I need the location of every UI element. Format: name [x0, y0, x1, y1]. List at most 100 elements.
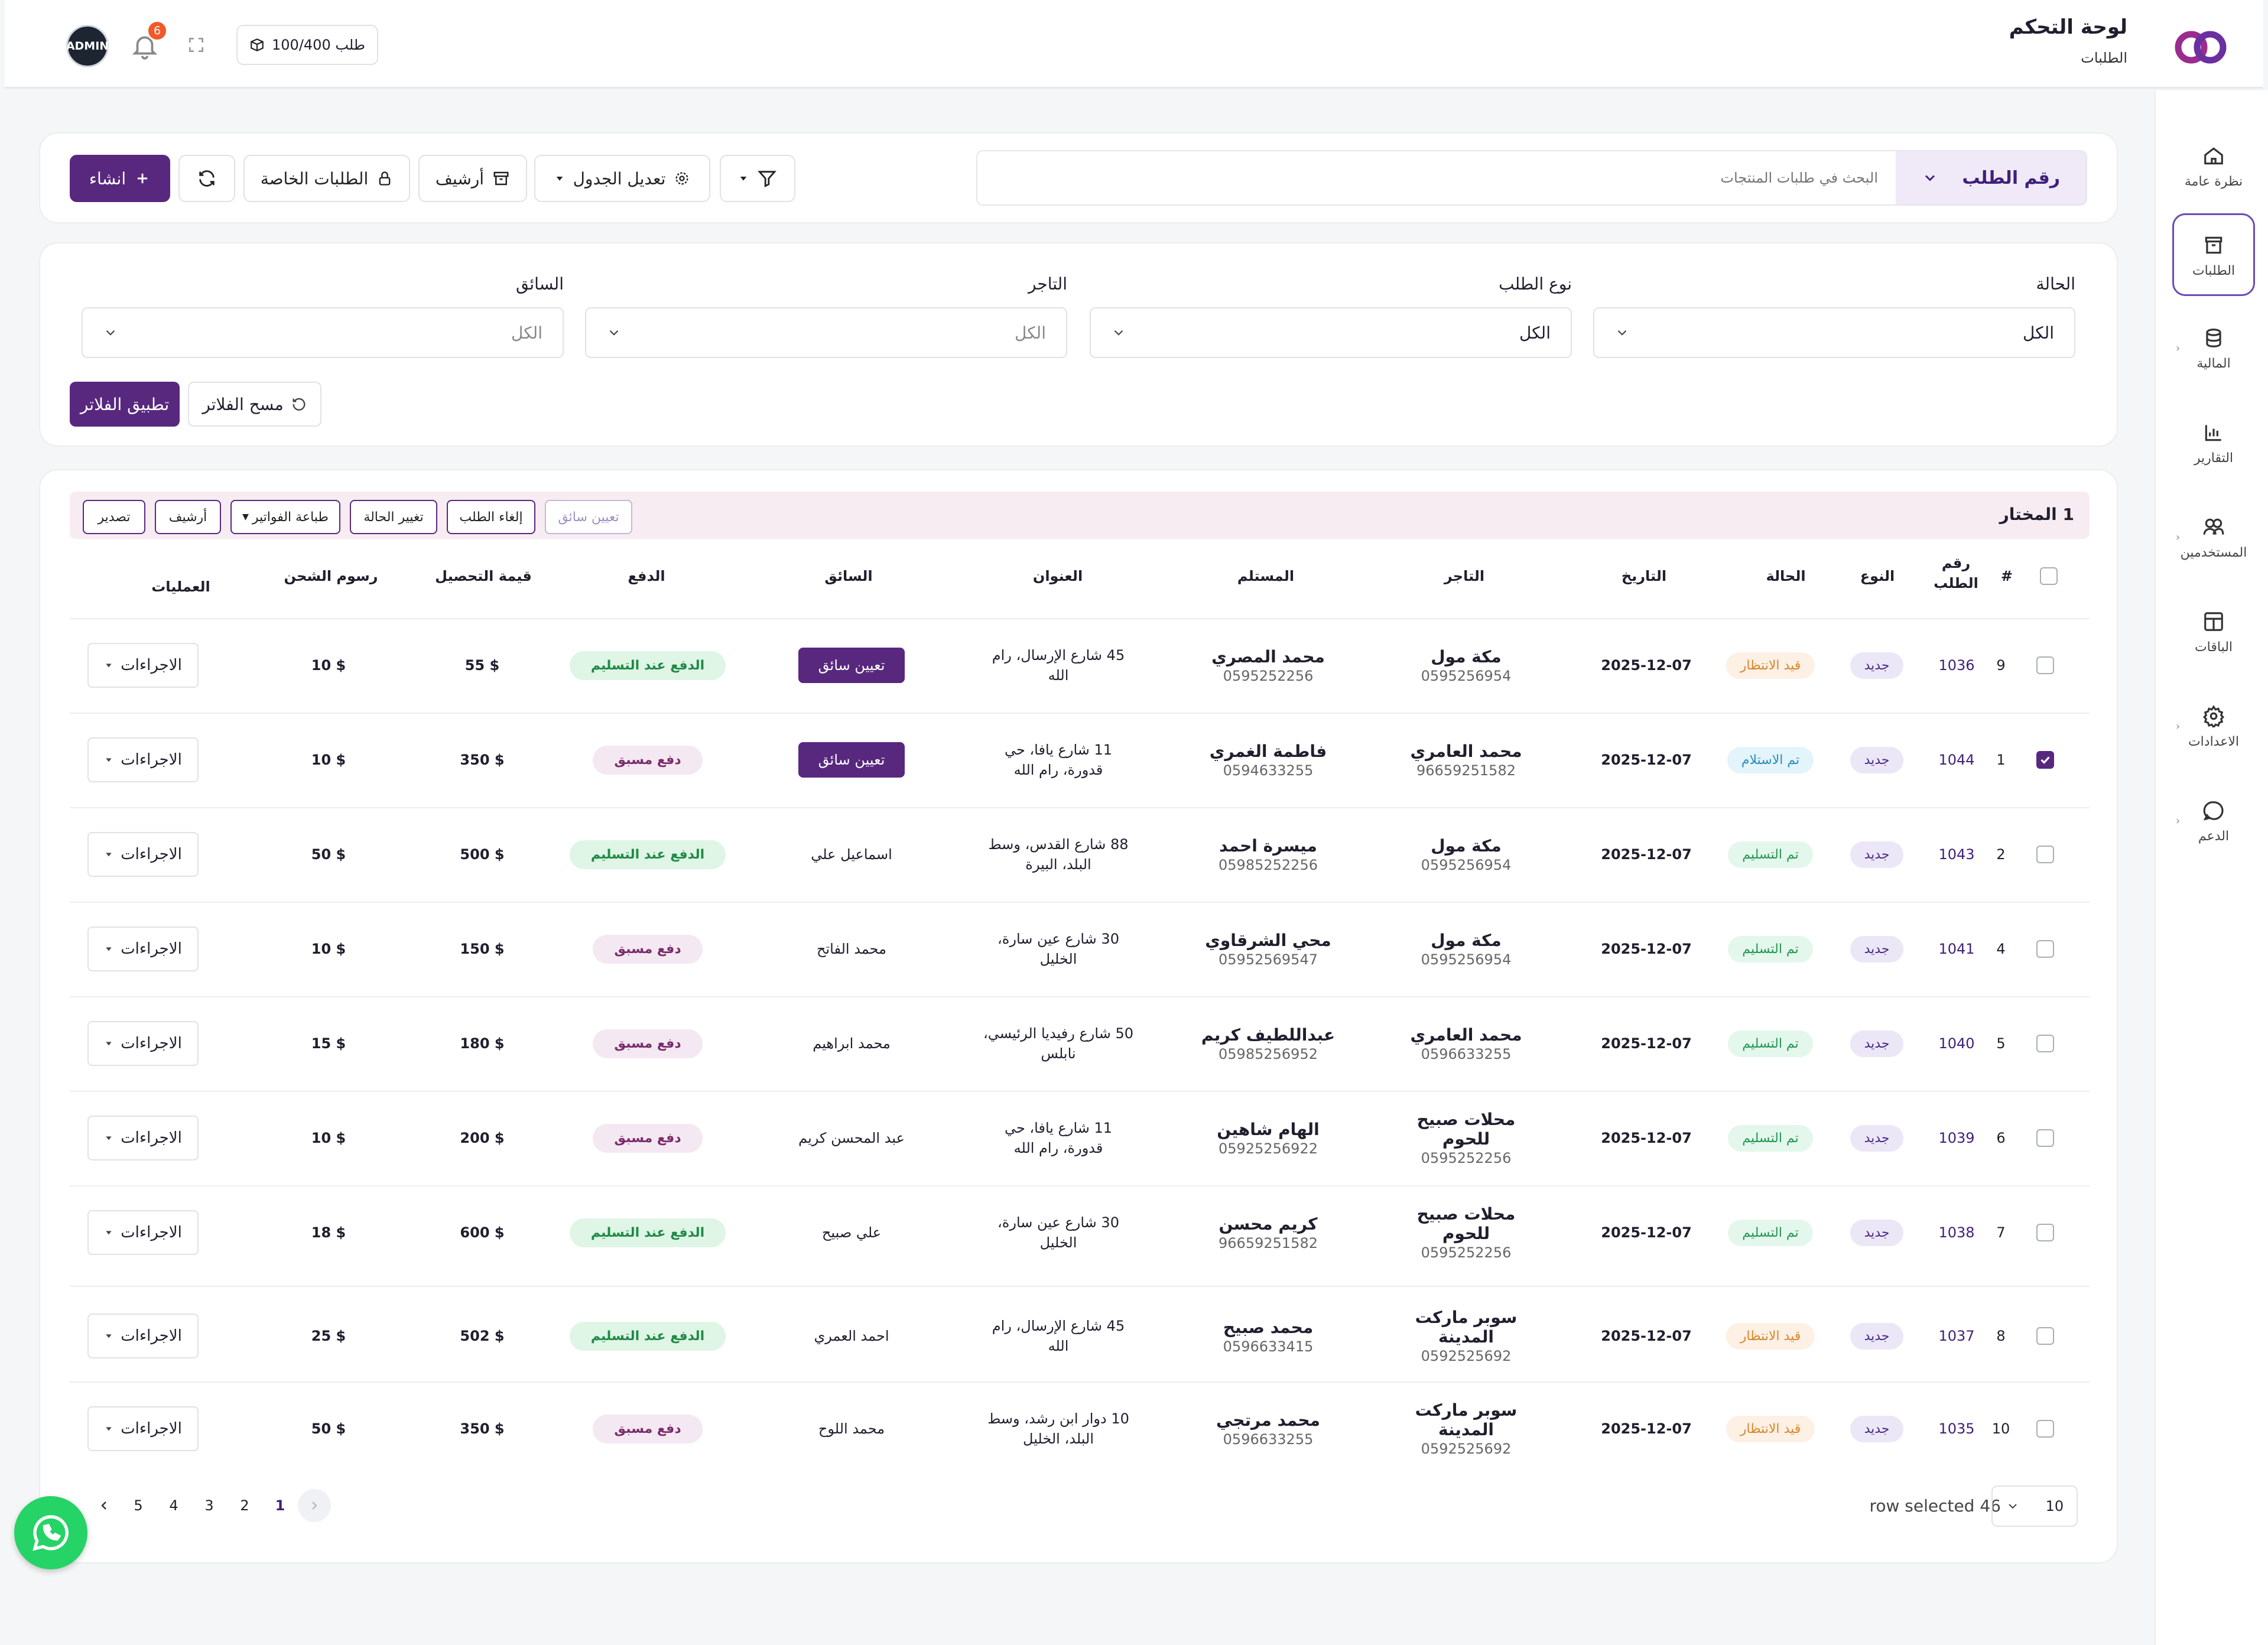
order-type-filter-select[interactable]: الكل	[1090, 307, 1572, 358]
row-checkbox[interactable]	[2036, 1129, 2054, 1147]
prev-page-button[interactable]	[87, 1489, 121, 1522]
next-page-button[interactable]	[298, 1489, 331, 1522]
row-checkbox-cell[interactable]	[2030, 714, 2060, 806]
driver-filter-select[interactable]: الكل	[82, 307, 564, 358]
archive-button[interactable]: أرشيف	[418, 155, 527, 202]
sidebar-item-orders[interactable]: الطلبات	[2172, 213, 2255, 296]
recipient-phone: 05985256952	[1219, 1045, 1318, 1062]
driver-cell: محمد ابراهيم	[778, 997, 925, 1090]
fullscreen-icon[interactable]	[187, 35, 206, 54]
sidebar-item-support[interactable]: الدعم ‹	[2172, 781, 2255, 863]
row-checkbox-cell[interactable]	[2030, 997, 2060, 1090]
actions-dropdown-button[interactable]: الاجراءات	[87, 1406, 199, 1451]
bulk-print-invoices-button[interactable]: طباعة الفواتير ▼	[230, 500, 340, 534]
actions-dropdown-button[interactable]: الاجراءات	[87, 1116, 199, 1160]
merchant-phone: 0592525692	[1421, 1348, 1512, 1364]
order-number-link[interactable]: 1035	[1938, 1420, 1975, 1437]
row-checkbox[interactable]	[2036, 751, 2054, 769]
order-number-link[interactable]: 1038	[1938, 1224, 1975, 1241]
table-row[interactable]: 10 1035 جديد قيد الانتظار 2025-12-07 سوبر مار…	[70, 1381, 2090, 1475]
bell-icon[interactable]	[130, 31, 160, 61]
sidebar-item-users[interactable]: المستخدمين ‹	[2172, 497, 2255, 580]
order-number-link[interactable]: 1036	[1938, 657, 1975, 674]
bulk-assign-driver-button[interactable]: تعيين سائق	[545, 500, 632, 534]
order-number-link[interactable]: 1043	[1938, 846, 1975, 863]
row-checkbox[interactable]	[2036, 1224, 2054, 1241]
orders-table-card: 1 المختار تعيين سائق إلغاء الطلب تغيير ا…	[39, 469, 2118, 1563]
private-orders-button[interactable]: الطلبات الخاصة	[243, 155, 410, 202]
whatsapp-button[interactable]	[14, 1496, 87, 1569]
row-checkbox[interactable]	[2036, 1035, 2054, 1052]
actions-dropdown-button[interactable]: الاجراءات	[87, 1210, 199, 1255]
actions-dropdown-button[interactable]: الاجراءات	[87, 1021, 199, 1066]
edit-table-button[interactable]: تعديل الجدول	[534, 155, 710, 202]
collection-amount: $ 180	[460, 1035, 505, 1052]
page-1[interactable]: 1	[275, 1497, 285, 1514]
sidebar-item-reports[interactable]: التقارير	[2172, 402, 2255, 485]
row-checkbox[interactable]	[2036, 846, 2054, 863]
address-line-1: 45 شارع الإرسال، رام	[992, 1318, 1125, 1334]
create-button[interactable]: انشاء	[70, 155, 170, 202]
order-number-link[interactable]: 1044	[1938, 752, 1975, 768]
row-checkbox[interactable]	[2036, 940, 2054, 958]
filter-button[interactable]	[720, 155, 795, 202]
row-checkbox-cell[interactable]	[2030, 1287, 2060, 1385]
header-select-all[interactable]	[2040, 567, 2058, 585]
search-type-select[interactable]: رقم الطلب	[1896, 151, 2086, 204]
table-row[interactable]: 7 1038 جديد تم التسليم 2025-12-07 محلات صبيح …	[70, 1185, 2090, 1279]
table-row[interactable]: 4 1041 جديد تم التسليم 2025-12-07 مكة مول 0595…	[70, 902, 2090, 995]
table-row[interactable]: 2 1043 جديد تم التسليم 2025-12-07 مكة مول 0595…	[70, 807, 2090, 900]
actions-dropdown-button[interactable]: الاجراءات	[87, 926, 199, 971]
actions-dropdown-button[interactable]: الاجراءات	[87, 832, 199, 877]
actions-dropdown-button[interactable]: الاجراءات	[87, 643, 199, 688]
page-5[interactable]: 5	[134, 1497, 143, 1514]
avatar[interactable]: ADMIN	[66, 25, 109, 67]
assign-driver-button[interactable]: تعيين سائق	[798, 648, 905, 683]
page-2[interactable]: 2	[240, 1497, 249, 1514]
bulk-cancel-order-button[interactable]: إلغاء الطلب	[447, 500, 535, 534]
actions-dropdown-button[interactable]: الاجراءات	[87, 737, 199, 782]
page-3[interactable]: 3	[204, 1497, 214, 1514]
table-row[interactable]: 5 1040 جديد تم التسليم 2025-12-07 محمد العامر…	[70, 996, 2090, 1090]
table-row[interactable]: 8 1037 جديد قيد الانتظار 2025-12-07 سوبر مارك…	[70, 1286, 2090, 1385]
actions-cell: الاجراءات	[84, 1186, 202, 1279]
status-cell: تم التسليم	[1717, 903, 1824, 995]
row-checkbox-cell[interactable]	[2030, 1383, 2060, 1475]
search-input[interactable]	[977, 151, 1896, 204]
sidebar-item-settings[interactable]: الاعدادات ‹	[2172, 686, 2255, 769]
table-row[interactable]: 1 1044 جديد تم الاستلام 2025-12-07 محمد العام…	[70, 713, 2090, 806]
bulk-change-status-button[interactable]: تغيير الحالة	[350, 500, 437, 534]
sidebar-item-packages[interactable]: الباقات	[2172, 591, 2255, 674]
page-4[interactable]: 4	[169, 1497, 178, 1514]
refresh-button[interactable]	[178, 155, 235, 202]
assign-driver-button[interactable]: تعيين سائق	[798, 742, 905, 778]
order-number-link[interactable]: 1039	[1938, 1130, 1975, 1146]
table-row[interactable]: 6 1039 جديد تم التسليم 2025-12-07 محلات صبيح …	[70, 1091, 2090, 1184]
row-checkbox-cell[interactable]	[2030, 619, 2060, 711]
apply-filters-button[interactable]: تطبيق الفلاتر	[70, 382, 180, 427]
top-header: لوحة التحكم الطلبات 100/400 طلب 6 ADMIN	[5, 0, 2263, 89]
status-filter-select[interactable]: الكل	[1593, 307, 2075, 358]
row-checkbox[interactable]	[2036, 656, 2054, 674]
select-all-checkbox[interactable]	[2040, 567, 2058, 585]
bulk-export-button[interactable]: تصدير	[83, 500, 145, 534]
actions-cell: الاجراءات	[84, 619, 202, 711]
actions-dropdown-button[interactable]: الاجراءات	[87, 1314, 199, 1358]
order-number-link[interactable]: 1037	[1938, 1328, 1975, 1344]
row-checkbox-cell[interactable]	[2030, 1092, 2060, 1184]
row-checkbox-cell[interactable]	[2030, 808, 2060, 900]
merchant-filter-select[interactable]: الكل	[585, 307, 1067, 358]
row-checkbox[interactable]	[2036, 1327, 2054, 1345]
page-size-select[interactable]: 10	[1991, 1485, 2078, 1527]
chevron-down-icon	[106, 758, 112, 762]
bulk-archive-button[interactable]: أرشيف	[155, 500, 221, 534]
row-checkbox-cell[interactable]	[2030, 1186, 2060, 1279]
order-number-link[interactable]: 1040	[1938, 1035, 1975, 1052]
order-number-link[interactable]: 1041	[1938, 941, 1975, 957]
table-row[interactable]: 9 1036 جديد قيد الانتظار 2025-12-07 مكة مول 05…	[70, 618, 2090, 711]
row-checkbox-cell[interactable]	[2030, 903, 2060, 995]
row-checkbox[interactable]	[2036, 1420, 2054, 1438]
clear-filters-button[interactable]: مسح الفلاتر	[188, 382, 321, 427]
sidebar-item-overview[interactable]: نظرة عامة	[2172, 126, 2255, 209]
sidebar-item-finance[interactable]: المالية ‹	[2172, 308, 2255, 391]
